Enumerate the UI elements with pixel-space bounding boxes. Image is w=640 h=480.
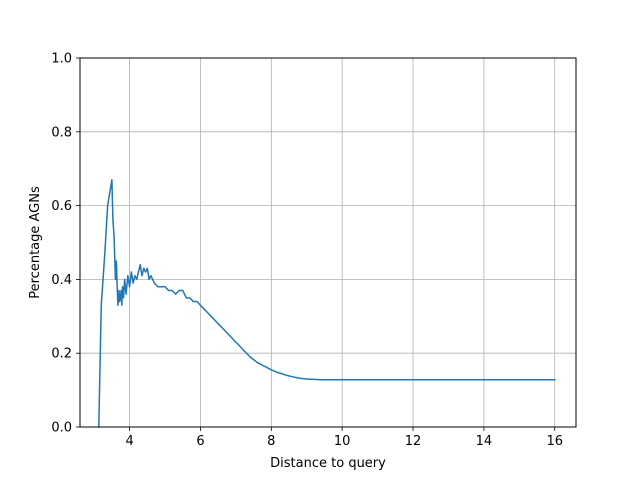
x-axis-label: Distance to query	[270, 456, 386, 471]
x-tick-label: 12	[405, 434, 422, 449]
x-tick-label: 6	[196, 434, 204, 449]
y-axis-label: Percentage AGNs	[28, 186, 43, 299]
ticks: 4 6 8 10 12 14 16 0.0 0.2 0.4 0.6 0.8 1.0	[51, 52, 563, 450]
x-tick-label: 14	[476, 434, 493, 449]
x-tick-label: 10	[334, 434, 351, 449]
series-layer	[98, 179, 556, 428]
plot-area-frame	[79, 57, 577, 428]
x-tick-label: 16	[546, 434, 563, 449]
y-tick-label: 0.2	[51, 347, 72, 362]
x-tick-label: 4	[125, 434, 133, 449]
y-tick-label: 1.0	[51, 52, 72, 67]
y-tick-label: 0.6	[51, 199, 72, 214]
series-line	[98, 179, 556, 428]
y-tick-label: 0.4	[51, 273, 72, 288]
y-tick-label: 0.8	[51, 125, 72, 140]
x-tick-label: 8	[267, 434, 275, 449]
y-tick-label: 0.0	[51, 421, 72, 436]
